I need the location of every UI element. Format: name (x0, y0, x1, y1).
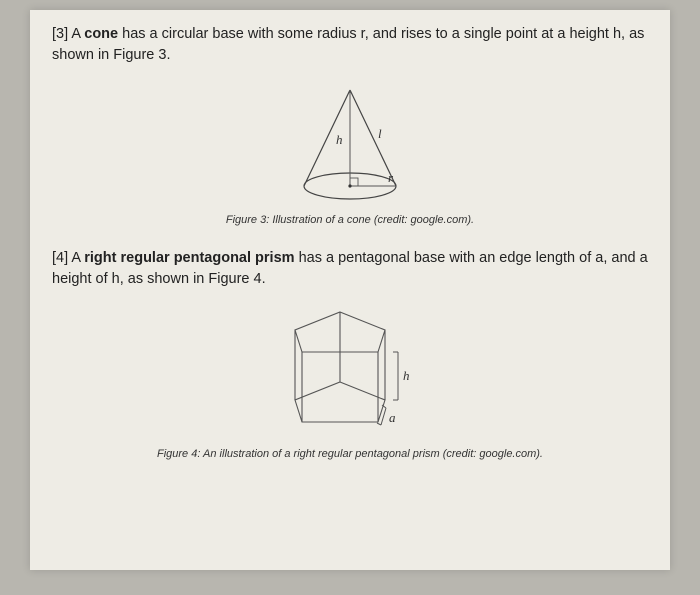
figure-3-area: h l r Figure 3: Illustration of a cone (… (52, 78, 648, 226)
problem-4-text: [4] A right regular pentagonal prism has… (52, 248, 648, 290)
cone-label-l: l (378, 126, 382, 141)
problem-3-section: [3] A cone has a circular base with some… (52, 24, 648, 226)
problem-4-term: right regular pentagonal prism (84, 250, 294, 266)
problem-3-after: has a circular base with some radius r, … (52, 26, 644, 63)
problem-3-number: [3] (52, 26, 68, 42)
prism-illustration: h a (270, 302, 430, 442)
figure-3-caption: Figure 3: Illustration of a cone (credit… (226, 214, 474, 226)
prism-label-h: h (403, 368, 410, 383)
cone-illustration: h l r (280, 78, 420, 208)
cone-label-h: h (336, 132, 343, 147)
cone-label-r: r (388, 170, 394, 185)
figure-4-area: h a Figure 4: An illustration of a right… (52, 302, 648, 460)
problem-4-number: [4] (52, 250, 68, 266)
problem-3-text: [3] A cone has a circular base with some… (52, 24, 648, 66)
document-page: [3] A cone has a circular base with some… (30, 10, 670, 570)
figure-4-caption: Figure 4: An illustration of a right reg… (157, 448, 543, 460)
prism-label-a: a (389, 410, 396, 425)
problem-3-before: A (68, 26, 84, 42)
problem-4-section: [4] A right regular pentagonal prism has… (52, 248, 648, 460)
problem-4-before: A (68, 250, 84, 266)
problem-3-term: cone (84, 26, 118, 42)
